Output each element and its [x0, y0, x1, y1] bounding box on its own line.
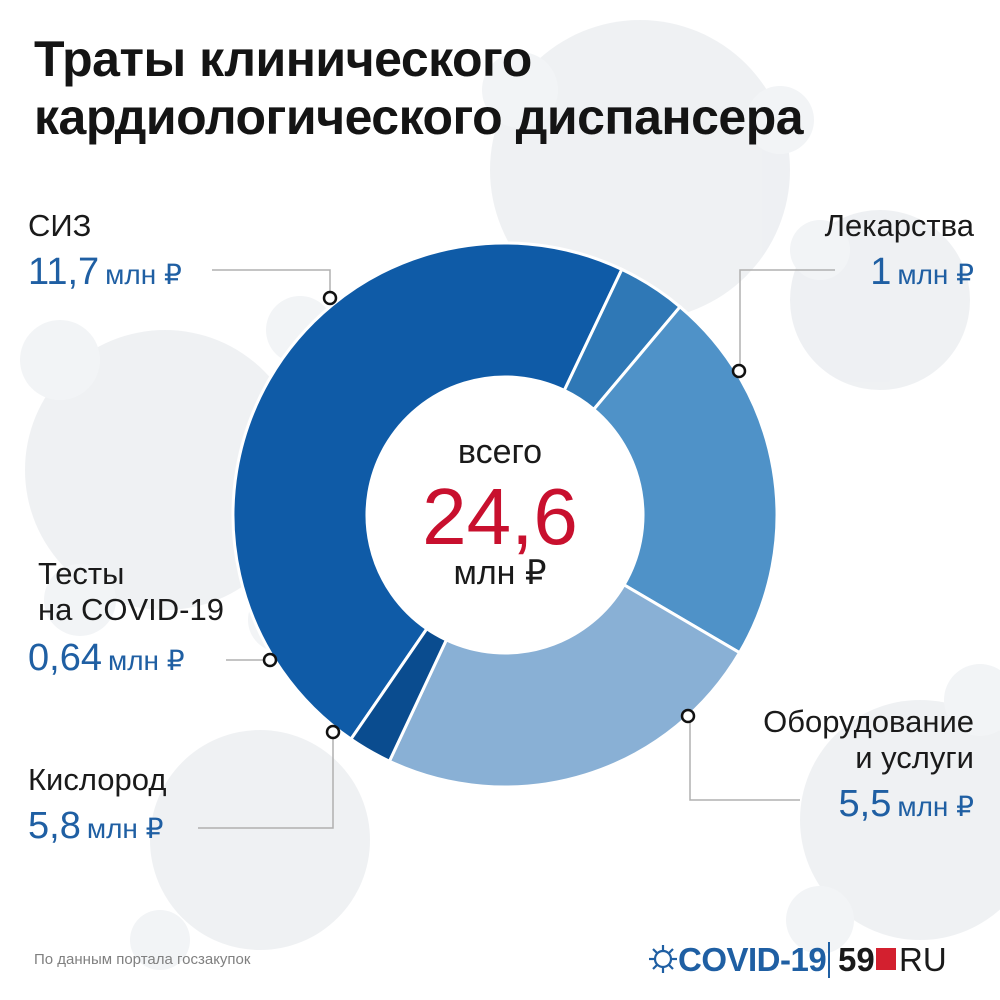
slice-value-lekarstva-unit: млн ₽	[897, 259, 974, 290]
slice-value-testy-number: 0,64	[28, 637, 102, 679]
slice-value-oborudovanie-unit: млн ₽	[897, 791, 974, 822]
leader-line-lekarstva	[739, 269, 835, 371]
center-total-caption: всего	[457, 433, 543, 471]
leader-marker-siz	[322, 290, 338, 306]
slice-name-oborudovanie-line-1: Оборудование	[763, 704, 974, 739]
chart-title-line-1: Траты клинического	[34, 31, 532, 87]
slice-value-testy: 0,64 млн ₽	[28, 638, 185, 686]
slice-name-lekarstva: Лекарства	[824, 208, 974, 243]
slice-value-kislorod-unit: млн ₽	[86, 813, 164, 844]
brand-red-square	[876, 948, 896, 970]
center-total-value: 24,6	[422, 472, 578, 561]
slice-value-lekarstva-number: 1	[870, 251, 892, 293]
leader-line-siz	[212, 269, 331, 298]
slice-name-oborudovanie-line-2: и услуги	[855, 740, 974, 775]
leader-line-oborudovanie	[689, 716, 800, 801]
donut-slice-testy	[348, 626, 449, 764]
slice-value-siz-unit: млн ₽	[105, 259, 182, 290]
leader-marker-lekarstva	[731, 363, 747, 379]
brand-separator	[828, 942, 830, 978]
chart-title: Траты клинического кардиологического дис…	[34, 30, 804, 146]
slice-value-kislorod: 5,8 млн ₽	[28, 806, 163, 854]
slice-value-siz-number: 11,7	[28, 251, 100, 293]
brand-covid-text: COVID-19	[678, 941, 827, 978]
slice-name-testy-line-1: Тесты	[38, 556, 125, 591]
leader-marker-testy	[262, 652, 278, 668]
leader-line-kislorod	[198, 732, 334, 829]
brand-number: 59	[838, 941, 875, 978]
slice-value-oborudovanie-number: 5,5	[838, 783, 892, 825]
brand-suffix: RU	[899, 941, 947, 978]
slice-name-siz: СИЗ	[28, 208, 92, 243]
slice-value-testy-unit: млн ₽	[107, 645, 185, 676]
donut-slice-kislorod	[387, 582, 742, 789]
source-note: По данным портала госзакупок	[34, 951, 251, 968]
leader-marker-oborudovanie	[680, 708, 696, 724]
slice-value-lekarstva: 1 млн ₽	[870, 252, 974, 300]
center-total-unit: млн ₽	[453, 554, 547, 592]
donut-slice-oborudovanie	[591, 304, 779, 655]
virus-icon	[649, 945, 677, 973]
slice-name-kislorod: Кислород	[28, 762, 167, 797]
slice-value-oborudovanie: 5,5 млн ₽	[839, 784, 974, 832]
leader-marker-kislorod	[325, 724, 341, 740]
slice-name-testy-line-2: на COVID-19	[38, 592, 224, 627]
slice-value-siz: 11,7 млн ₽	[28, 252, 182, 300]
slice-value-kislorod-number: 5,8	[28, 805, 81, 847]
chart-title-line-2: кардиологического диспансера	[34, 89, 804, 145]
donut-slice-siz	[231, 241, 624, 742]
